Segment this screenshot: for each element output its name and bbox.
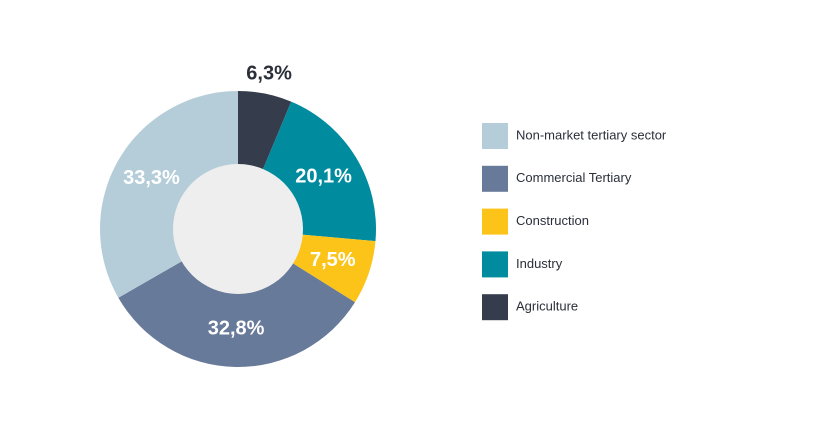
value-label: 20,1% <box>295 166 352 188</box>
legend-label: Industry <box>516 256 563 271</box>
donut-hole <box>173 164 303 294</box>
legend-label: Commercial Tertiary <box>516 170 632 185</box>
value-label: 7,5% <box>310 249 356 271</box>
slice <box>118 229 355 368</box>
value-label: 32,8% <box>208 317 265 339</box>
legend-swatch <box>482 123 508 149</box>
legend-swatch <box>482 165 508 192</box>
legend-label: Construction <box>516 213 589 228</box>
legend-swatch <box>482 294 508 321</box>
value-label: 33,3% <box>123 167 180 189</box>
legend-swatch <box>482 251 508 278</box>
legend-label: Agriculture <box>516 299 578 314</box>
value-label: 6,3% <box>246 62 292 84</box>
legend-swatch <box>482 208 508 235</box>
legend-label: Non-market tertiary sector <box>516 127 667 142</box>
